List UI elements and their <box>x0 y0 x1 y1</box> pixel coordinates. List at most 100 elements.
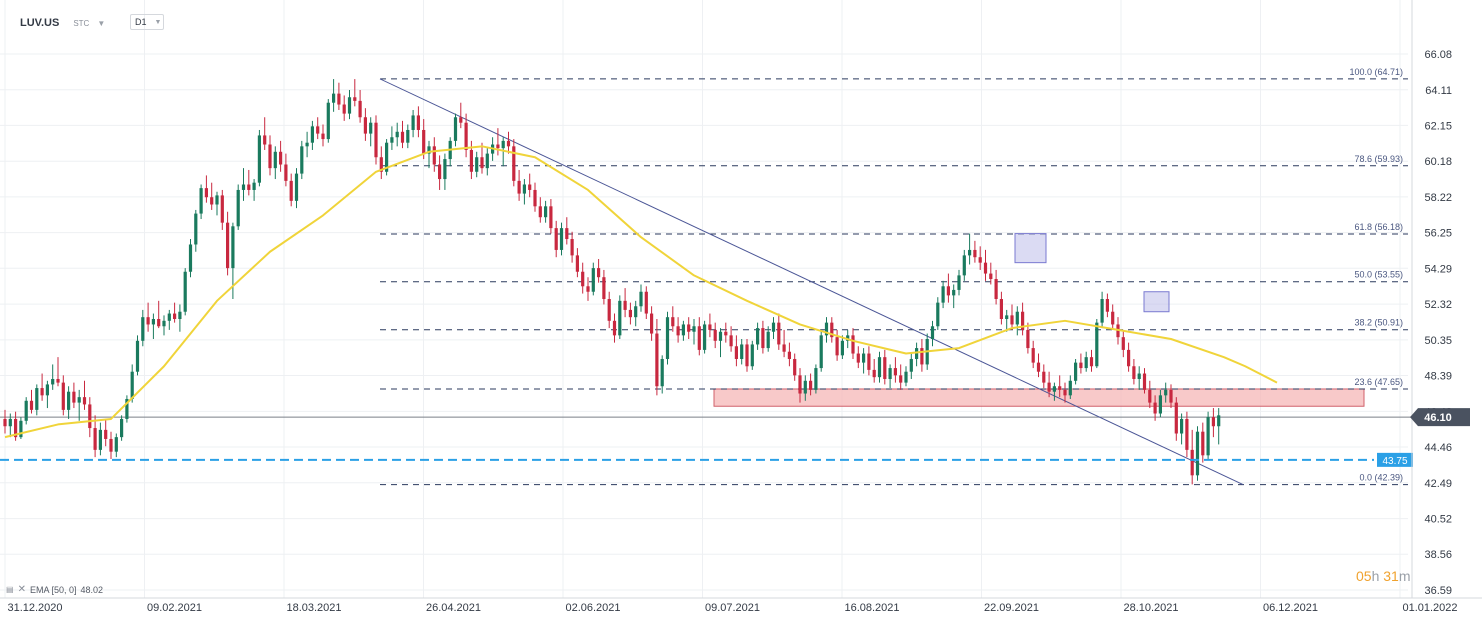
candle-body <box>422 129 426 154</box>
candle-body <box>1084 357 1088 369</box>
candle-body <box>226 222 230 269</box>
candle-body <box>120 418 124 438</box>
timeframe-select[interactable]: D1 ▼ <box>130 14 164 30</box>
candle-body <box>1026 329 1030 349</box>
candle-body <box>40 388 44 396</box>
candle-body <box>279 151 283 165</box>
candle-body <box>438 164 442 180</box>
candle-body <box>310 126 314 143</box>
candle-body <box>687 324 691 332</box>
chevron-down-icon[interactable]: ▼ <box>97 18 106 28</box>
candle-body <box>241 184 246 190</box>
y-tick-label: 50.35 <box>1424 335 1452 347</box>
candle-body <box>724 331 728 336</box>
fib-level-label: 78.6 (59.93) <box>1354 154 1403 164</box>
candle-body <box>326 102 330 140</box>
candle-body <box>453 117 458 141</box>
candle-body <box>835 337 839 356</box>
y-tick-label: 56.25 <box>1424 228 1452 240</box>
candle-body <box>872 369 876 378</box>
candle-body <box>1010 315 1014 325</box>
candle-body <box>930 326 935 339</box>
candle-body <box>1169 389 1173 403</box>
candle-body <box>141 317 145 341</box>
candle-body <box>962 255 966 276</box>
candle-body <box>77 397 81 403</box>
candle-body <box>750 344 754 367</box>
candle-body <box>1190 449 1194 476</box>
candle-body <box>1089 357 1094 367</box>
indicator-name: EMA [50, 0] <box>29 584 77 595</box>
candle-body <box>517 180 521 194</box>
settings-icon[interactable]: ▤ <box>6 585 14 594</box>
candle-body <box>1052 386 1056 392</box>
candle-body <box>771 322 776 332</box>
candle-body <box>385 142 389 172</box>
candle-body <box>798 375 802 394</box>
candle-body <box>135 340 140 372</box>
candle-body <box>1153 402 1157 414</box>
y-tick-label: 62.15 <box>1424 120 1452 132</box>
candle-body <box>602 277 606 300</box>
candle-body <box>247 184 251 190</box>
candle-body <box>146 317 150 325</box>
candle-body <box>24 400 28 421</box>
candle-body <box>999 299 1003 320</box>
candle-body <box>51 378 55 385</box>
candle-body <box>252 182 256 190</box>
candle-body <box>1105 299 1109 312</box>
candle-body <box>888 368 892 379</box>
candle-body <box>734 346 738 359</box>
x-tick-label: 09.02.2021 <box>147 602 202 614</box>
fib-level-label: 0.0 (42.39) <box>1359 473 1403 483</box>
candle-body <box>650 313 654 334</box>
x-axis: 31.12.2020 09.02.2021 18.03.2021 26.04.2021… <box>0 597 1482 614</box>
candle-body <box>88 404 92 429</box>
candle-body <box>591 268 595 292</box>
y-tick-label: 38.56 <box>1424 549 1452 561</box>
candle-body <box>936 302 940 327</box>
fib-level-label: 61.8 (56.18) <box>1354 222 1403 232</box>
chart-header: LUV.US STC ▼ <box>20 14 105 32</box>
candle-body <box>761 328 765 349</box>
candle-body <box>300 146 304 174</box>
support-price-tag <box>1377 452 1413 467</box>
candle-body <box>655 333 659 387</box>
x-tick-label: 01.01.2022 <box>1402 602 1457 614</box>
candle-body <box>978 257 982 263</box>
candle-body <box>210 197 214 205</box>
candle-body <box>125 398 129 419</box>
candle-body <box>475 157 479 172</box>
candle-body <box>1180 418 1184 434</box>
candle-body <box>989 273 993 280</box>
candle-body <box>904 371 908 383</box>
candle-body <box>1058 386 1062 390</box>
candle-body <box>708 324 712 330</box>
candle-body <box>607 299 611 321</box>
candle-body <box>45 384 49 396</box>
candle-body <box>893 368 897 376</box>
support-zone-rect <box>713 388 1365 407</box>
y-tick-label: 64.11 <box>1425 85 1452 97</box>
fib-level-label: 38.2 (50.91) <box>1354 318 1403 328</box>
candle-body <box>1158 395 1162 414</box>
trendline <box>379 78 1244 486</box>
candle-body <box>968 249 972 256</box>
candle-body <box>1100 299 1104 323</box>
candle-body <box>697 326 701 350</box>
symbol-label[interactable]: LUV.US <box>20 17 60 29</box>
candle-body <box>35 388 39 410</box>
y-tick-label: 66.08 <box>1424 49 1452 61</box>
candle-body <box>618 300 622 336</box>
candle-body <box>67 391 71 410</box>
candle-body <box>851 335 855 354</box>
close-icon[interactable]: ✕ <box>17 584 26 595</box>
candle-body <box>204 188 208 198</box>
candle-body <box>803 380 807 394</box>
candle-body <box>157 319 161 327</box>
candle-body <box>994 279 998 300</box>
candle-body <box>973 249 977 258</box>
candle-body <box>1036 362 1041 372</box>
candle-body <box>369 122 373 134</box>
